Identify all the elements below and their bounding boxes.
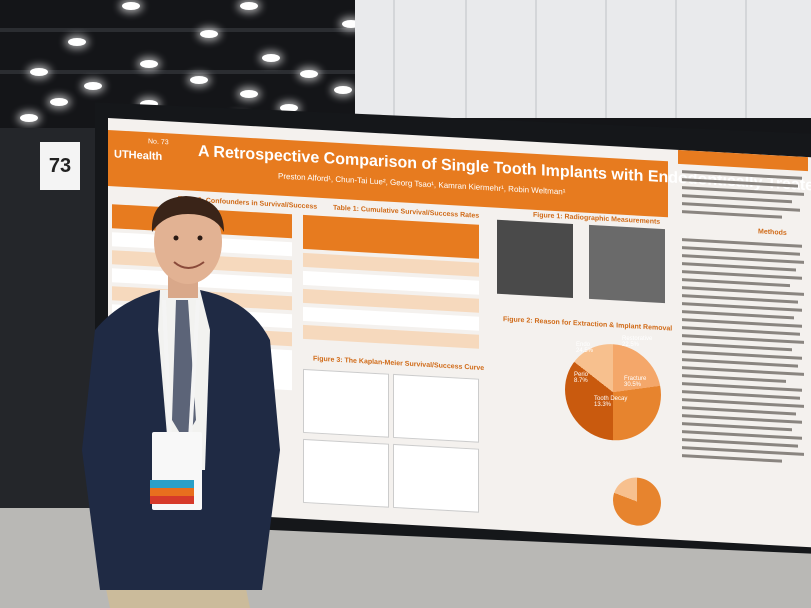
table-row bbox=[112, 340, 292, 391]
pie-label-tooth-decay: Tooth Decay 13.3% bbox=[594, 396, 628, 408]
ceiling-beam bbox=[0, 70, 360, 74]
ceiling-light bbox=[30, 68, 48, 76]
ceiling-light bbox=[50, 98, 68, 106]
research-poster: No. 73 UTHealth A Retrospective Comparis… bbox=[108, 118, 811, 548]
confounders-column: Table 2: Confounders in Survival/Success bbox=[108, 196, 317, 509]
extraction-pie-chart bbox=[565, 341, 661, 443]
ceiling-light bbox=[240, 90, 258, 98]
text-column: Methods bbox=[678, 149, 808, 463]
ceiling-light bbox=[122, 2, 140, 10]
implant-removal-pie-chart bbox=[613, 476, 661, 527]
radiograph-image bbox=[589, 224, 665, 304]
pie-label-fracture: Fracture 30.5% bbox=[624, 376, 647, 388]
ceiling-light bbox=[334, 86, 352, 94]
ceiling-light bbox=[190, 76, 208, 84]
poster-number: No. 73 bbox=[148, 138, 169, 147]
ceiling-light bbox=[200, 30, 218, 38]
pie-label-perio: Perio 8.7% bbox=[574, 372, 589, 384]
figure3-caption: Figure 3: The Kaplan-Meier Survival/Succ… bbox=[313, 355, 485, 373]
figure2-caption: Figure 2: Reason for Extraction & Implan… bbox=[503, 316, 673, 333]
ceiling-light bbox=[84, 82, 102, 90]
km-curve-plot bbox=[393, 443, 479, 513]
km-curve-plot bbox=[303, 438, 389, 508]
ceiling-beam bbox=[0, 28, 360, 32]
ceiling-light bbox=[262, 54, 280, 62]
pie-label-endo: Endo 24.5% bbox=[576, 342, 594, 354]
booth-number-sign: 73 bbox=[40, 142, 80, 190]
institution-logo: UTHealth bbox=[114, 148, 163, 164]
ceiling-light bbox=[300, 70, 318, 78]
methods-heading: Methods bbox=[758, 228, 787, 237]
ceiling-light bbox=[342, 20, 360, 28]
ceiling-light bbox=[240, 2, 258, 10]
results-column: Table 1: Cumulative Survival/Success Rat… bbox=[303, 205, 485, 519]
radiograph-image bbox=[497, 219, 573, 298]
ceiling-light bbox=[280, 104, 298, 112]
ceiling-light bbox=[140, 60, 158, 68]
pie-label-restorative: Restorative 22.5% bbox=[622, 336, 653, 348]
ceiling-light bbox=[68, 38, 86, 46]
back-wall bbox=[355, 0, 811, 118]
table-header bbox=[303, 214, 479, 259]
ceiling-light bbox=[20, 114, 38, 122]
km-curve-plot bbox=[393, 373, 479, 443]
km-curve-plot bbox=[303, 368, 389, 438]
